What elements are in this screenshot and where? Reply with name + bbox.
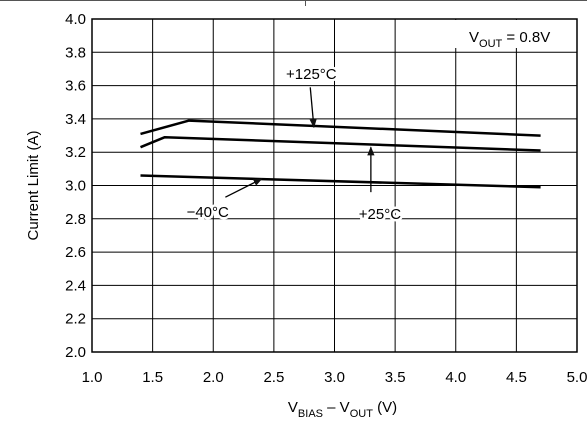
y-tick-label: 2.6 [65, 244, 86, 261]
y-axis-label: Current Limit (A) [25, 130, 42, 240]
legend-box-main: V [469, 29, 479, 46]
legend-box-tail: = 0.8V [502, 29, 550, 46]
y-tick-label: 3.8 [65, 44, 86, 61]
legend-box-bg [453, 20, 576, 48]
series-line-cold [140, 174, 541, 189]
x-tick-label: 2.0 [203, 369, 224, 386]
x-tick-label: 1.0 [82, 369, 103, 386]
series-line-room [140, 135, 541, 152]
x-tick-label: 4.5 [506, 369, 527, 386]
x-axis-label: VBIAS – VOUT (V) [288, 399, 397, 420]
annotation-arrow-cold [225, 178, 263, 198]
y-tick-label: 2.0 [65, 344, 86, 361]
y-tick-label: 4.0 [65, 11, 86, 28]
legend-box-label: VOUT = 0.8V [469, 29, 550, 50]
annotation-arrow-hot [309, 87, 317, 129]
annotation-label-room: +25°C [359, 206, 401, 223]
x-axis-label-tail: (V) [373, 399, 397, 416]
plot-frame [91, 18, 578, 353]
legend-box-sub: OUT [479, 38, 503, 50]
y-tick-label: 2.4 [65, 277, 86, 294]
x-tick-label: 3.0 [324, 369, 345, 386]
x-tick-label: 1.5 [142, 369, 163, 386]
x-axis-label-sub1: BIAS [298, 408, 323, 420]
y-tick-label: 3.6 [65, 78, 86, 95]
x-axis-label-sub2: OUT [350, 408, 374, 420]
series-line-hot [140, 119, 541, 137]
y-tick-label: 2.8 [65, 211, 86, 228]
x-tick-label: 3.5 [385, 369, 406, 386]
y-tick-label: 3.4 [65, 111, 86, 128]
x-tick-label: 4.0 [445, 369, 466, 386]
y-tick-label: 2.2 [65, 311, 86, 328]
x-axis-label-main: V [288, 399, 298, 416]
y-tick-label: 3.2 [65, 144, 86, 161]
x-tick-label: 2.5 [263, 369, 284, 386]
x-axis-label-mid: – V [323, 399, 350, 416]
x-tick-label: 5.0 [567, 369, 587, 386]
annotation-label-hot: +125°C [286, 66, 337, 83]
y-tick-label: 3.0 [65, 178, 86, 195]
annotation-label-cold: −40°C [187, 204, 229, 221]
